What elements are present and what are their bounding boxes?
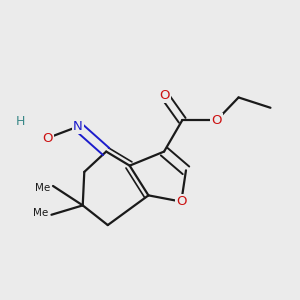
Text: H: H (16, 115, 26, 128)
Text: Me: Me (33, 208, 48, 218)
Text: O: O (212, 114, 222, 127)
Text: O: O (176, 195, 187, 208)
Text: O: O (159, 89, 169, 102)
Text: N: N (73, 120, 83, 133)
Text: O: O (42, 132, 52, 145)
Text: Me: Me (34, 182, 50, 193)
